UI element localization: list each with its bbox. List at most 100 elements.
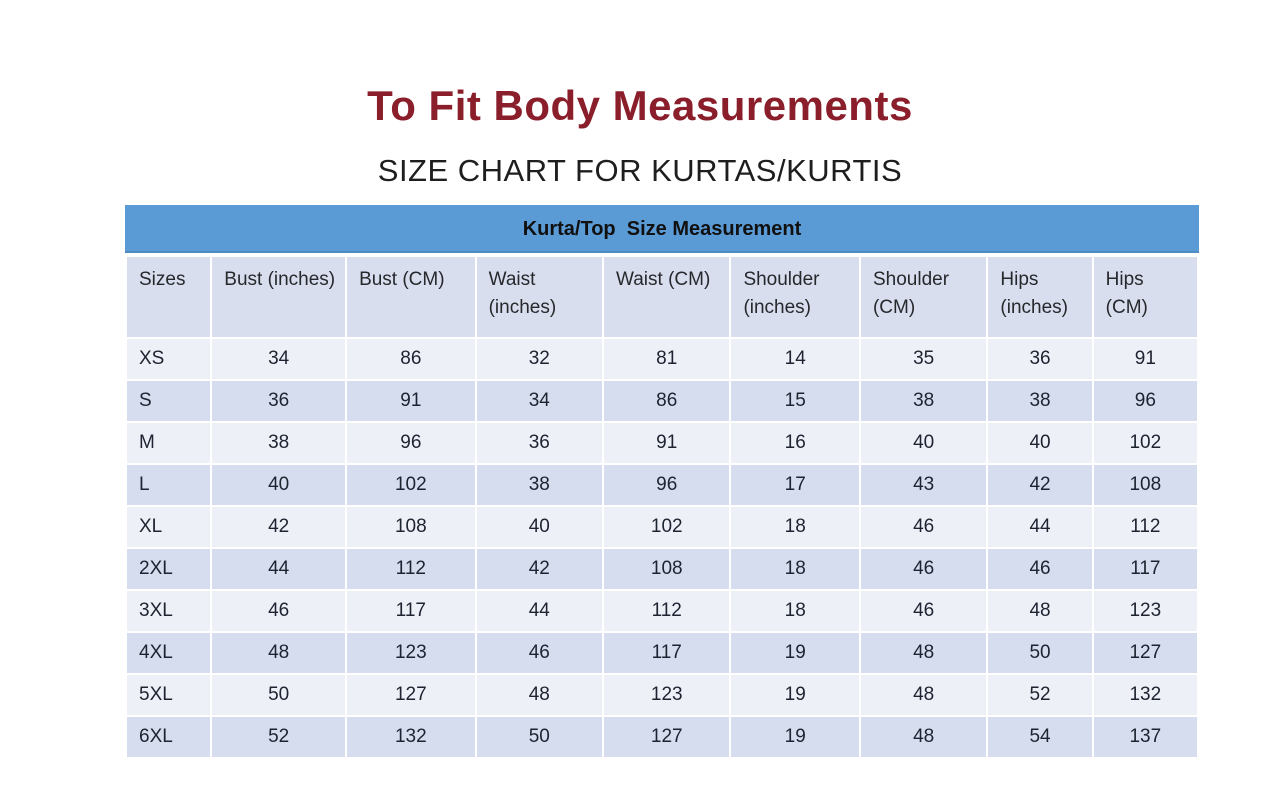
- measurement-value-cell: 86: [604, 381, 730, 421]
- table-row: XS 34 86 32 81 14 35 36 91: [127, 339, 1197, 379]
- measurement-value-cell: 18: [731, 549, 859, 589]
- measurement-value-cell: 86: [347, 339, 475, 379]
- measurement-value-cell: 46: [860, 591, 987, 631]
- column-header: Waist (CM): [604, 257, 730, 337]
- measurement-value-cell: 48: [212, 633, 346, 673]
- measurement-value-cell: 18: [731, 591, 859, 631]
- measurement-value-cell: 34: [476, 381, 603, 421]
- table-row: 6XL 52 132 50 127 19 48 54 137: [127, 717, 1197, 757]
- measurement-value-cell: 35: [860, 339, 987, 379]
- measurement-value-cell: 123: [347, 633, 475, 673]
- size-label-cell: 5XL: [127, 675, 211, 715]
- measurement-value-cell: 54: [988, 717, 1092, 757]
- size-label-cell: 6XL: [127, 717, 211, 757]
- measurement-value-cell: 44: [476, 591, 603, 631]
- measurement-value-cell: 48: [476, 675, 603, 715]
- size-label-cell: 4XL: [127, 633, 211, 673]
- measurement-value-cell: 40: [212, 465, 346, 505]
- measurement-value-cell: 18: [731, 507, 859, 547]
- measurement-value-cell: 91: [1093, 339, 1197, 379]
- column-header: Waist (inches): [476, 257, 603, 337]
- measurement-value-cell: 48: [860, 633, 987, 673]
- page-title: To Fit Body Measurements: [367, 82, 913, 129]
- measurement-value-cell: 137: [1093, 717, 1197, 757]
- measurement-value-cell: 50: [212, 675, 346, 715]
- column-header: Bust (inches): [212, 257, 346, 337]
- measurement-value-cell: 42: [988, 465, 1092, 505]
- measurement-value-cell: 132: [1093, 675, 1197, 715]
- measurement-value-cell: 123: [604, 675, 730, 715]
- measurement-value-cell: 132: [347, 717, 475, 757]
- measurement-value-cell: 96: [1093, 381, 1197, 421]
- measurement-value-cell: 40: [860, 423, 987, 463]
- measurement-value-cell: 102: [604, 507, 730, 547]
- measurement-value-cell: 96: [347, 423, 475, 463]
- measurement-value-cell: 108: [604, 549, 730, 589]
- measurement-value-cell: 48: [860, 675, 987, 715]
- table-header: Sizes Bust (inches) Bust (CM) Waist (inches…: [127, 257, 1197, 337]
- measurement-value-cell: 96: [604, 465, 730, 505]
- measurement-value-cell: 48: [860, 717, 987, 757]
- column-header: Shoulder (CM): [860, 257, 987, 337]
- measurement-value-cell: 36: [988, 339, 1092, 379]
- size-label-cell: L: [127, 465, 211, 505]
- measurement-value-cell: 52: [988, 675, 1092, 715]
- measurement-value-cell: 32: [476, 339, 603, 379]
- measurement-value-cell: 46: [212, 591, 346, 631]
- table-row: L 40 102 38 96 17 43 42 108: [127, 465, 1197, 505]
- measurement-value-cell: 42: [476, 549, 603, 589]
- size-label-cell: S: [127, 381, 211, 421]
- measurement-value-cell: 19: [731, 675, 859, 715]
- measurement-value-cell: 19: [731, 633, 859, 673]
- measurement-value-cell: 14: [731, 339, 859, 379]
- measurement-value-cell: 38: [212, 423, 346, 463]
- table-row: 3XL 46 117 44 112 18 46 48 123: [127, 591, 1197, 631]
- column-header: Bust (CM): [347, 257, 475, 337]
- table-body: XS 34 86 32 81 14 35 36 91 S 36 91 34 86 15 38 38 96 M 38 96…: [127, 339, 1197, 757]
- measurement-value-cell: 46: [860, 549, 987, 589]
- measurement-value-cell: 19: [731, 717, 859, 757]
- measurement-value-cell: 46: [476, 633, 603, 673]
- table-row: 5XL 50 127 48 123 19 48 52 132: [127, 675, 1197, 715]
- measurement-value-cell: 102: [347, 465, 475, 505]
- measurement-value-cell: 36: [476, 423, 603, 463]
- column-header: Shoulder (inches): [731, 257, 859, 337]
- size-chart-table: Sizes Bust (inches) Bust (CM) Waist (inches…: [125, 255, 1199, 759]
- measurement-value-cell: 34: [212, 339, 346, 379]
- measurement-value-cell: 38: [860, 381, 987, 421]
- table-row: 2XL 44 112 42 108 18 46 46 117: [127, 549, 1197, 589]
- measurement-value-cell: 127: [604, 717, 730, 757]
- measurement-value-cell: 48: [988, 591, 1092, 631]
- measurement-value-cell: 38: [476, 465, 603, 505]
- page-subtitle: SIZE CHART FOR KURTAS/KURTIS: [377, 153, 903, 188]
- measurement-value-cell: 17: [731, 465, 859, 505]
- measurement-value-cell: 123: [1093, 591, 1197, 631]
- measurement-value-cell: 15: [731, 381, 859, 421]
- column-header: Hips (inches): [988, 257, 1092, 337]
- measurement-value-cell: 91: [604, 423, 730, 463]
- table-row: M 38 96 36 91 16 40 40 102: [127, 423, 1197, 463]
- measurement-value-cell: 46: [988, 549, 1092, 589]
- measurement-value-cell: 127: [347, 675, 475, 715]
- measurement-value-cell: 38: [988, 381, 1092, 421]
- measurement-value-cell: 81: [604, 339, 730, 379]
- measurement-value-cell: 44: [212, 549, 346, 589]
- size-chart-table-container: Kurta/Top Size Measurement Sizes Bust (in…: [125, 205, 1199, 759]
- measurement-value-cell: 52: [212, 717, 346, 757]
- size-label-cell: M: [127, 423, 211, 463]
- measurement-value-cell: 117: [604, 633, 730, 673]
- measurement-value-cell: 108: [347, 507, 475, 547]
- measurement-value-cell: 40: [988, 423, 1092, 463]
- column-header: Hips (CM): [1093, 257, 1197, 337]
- size-label-cell: 3XL: [127, 591, 211, 631]
- measurement-value-cell: 117: [1093, 549, 1197, 589]
- measurement-value-cell: 36: [212, 381, 346, 421]
- measurement-value-cell: 44: [988, 507, 1092, 547]
- size-label-cell: XS: [127, 339, 211, 379]
- table-caption: Kurta/Top Size Measurement: [125, 205, 1199, 253]
- measurement-value-cell: 46: [860, 507, 987, 547]
- measurement-value-cell: 108: [1093, 465, 1197, 505]
- measurement-value-cell: 102: [1093, 423, 1197, 463]
- measurement-value-cell: 40: [476, 507, 603, 547]
